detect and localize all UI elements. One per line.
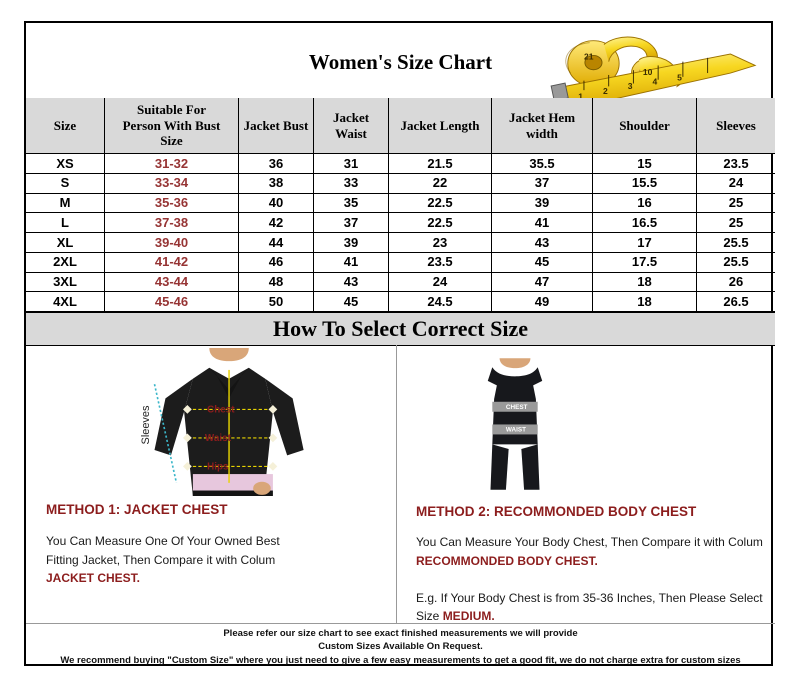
svg-text:10: 10 (643, 67, 653, 77)
svg-text:4: 4 (652, 76, 657, 86)
svg-text:3: 3 (628, 81, 633, 91)
svg-text:Chest: Chest (207, 405, 235, 416)
svg-text:Hips: Hips (207, 462, 229, 473)
svg-text:21: 21 (584, 52, 594, 62)
svg-text:2: 2 (603, 86, 608, 96)
svg-text:5: 5 (677, 73, 682, 83)
svg-text:Sleeves: Sleeves (140, 405, 152, 444)
svg-text:CHEST: CHEST (506, 404, 528, 411)
svg-text:Waist: Waist (205, 433, 232, 444)
svg-text:WAIST: WAIST (506, 427, 526, 434)
